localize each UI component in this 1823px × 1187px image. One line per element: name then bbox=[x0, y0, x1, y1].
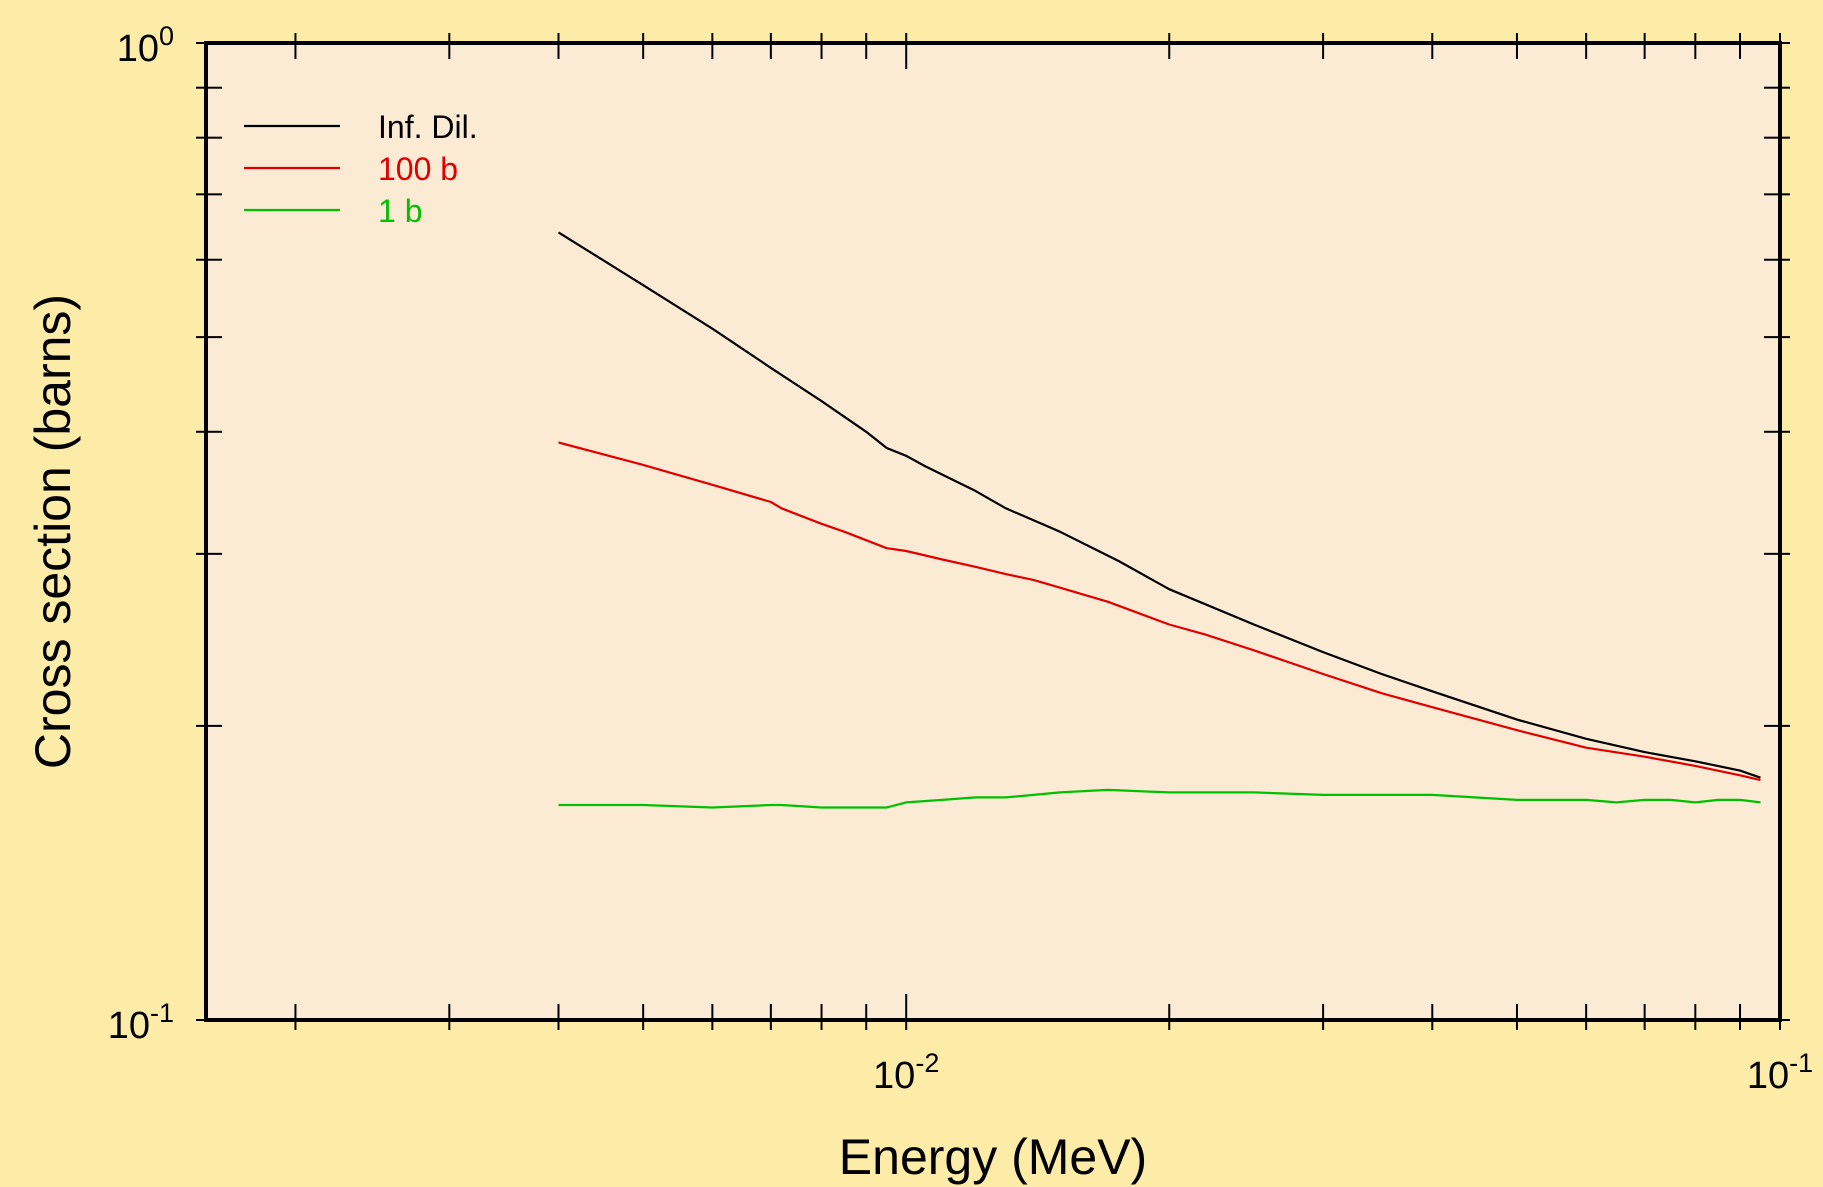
series-layer bbox=[557, 231, 1761, 809]
legend: Inf. Dil. 100 b 1 b bbox=[244, 109, 478, 229]
series-line-2 bbox=[558, 441, 1761, 782]
legend-label-1: Inf. Dil. bbox=[378, 109, 478, 145]
plot-area bbox=[206, 43, 1780, 1020]
tick-labels: 10-2 10-1 10-1 100 bbox=[108, 21, 1813, 1097]
legend-label-3: 1 b bbox=[378, 193, 422, 229]
legend-label-2: 100 b bbox=[378, 151, 458, 187]
plot-frame bbox=[204, 41, 1782, 1022]
y-tick-label: 100 bbox=[117, 21, 174, 70]
x-tick-label: 10-1 bbox=[1747, 1048, 1813, 1097]
y-tick-label: 10-1 bbox=[108, 998, 174, 1047]
series-line-1 bbox=[557, 231, 1761, 779]
series-line-3 bbox=[558, 788, 1761, 809]
y-axis-title: Cross section (barns) bbox=[25, 294, 81, 769]
x-tick-label: 10-2 bbox=[873, 1048, 939, 1097]
x-axis-title: Energy (MeV) bbox=[839, 1129, 1147, 1185]
